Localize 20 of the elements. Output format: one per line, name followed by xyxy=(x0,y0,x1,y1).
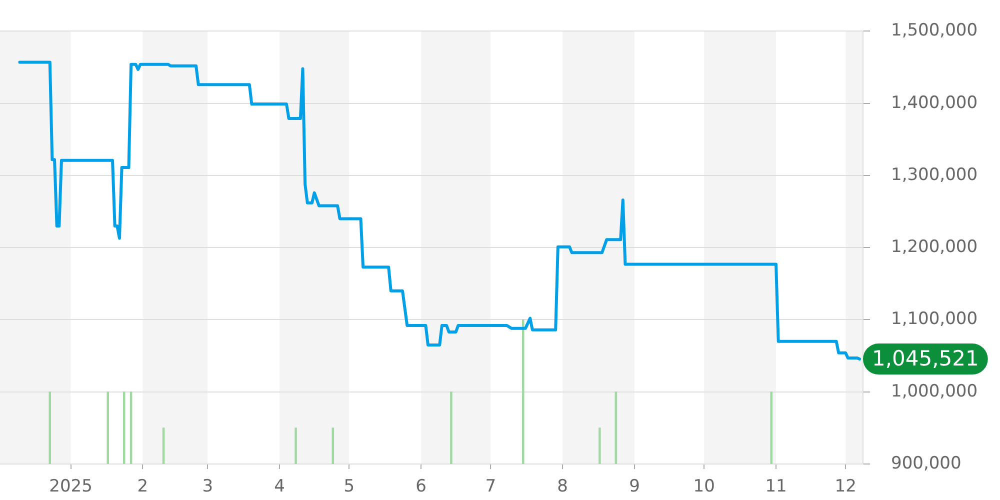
y-tick-label: 1,300,000 xyxy=(891,164,978,185)
x-tick-label: 8 xyxy=(557,476,568,497)
y-tick-label: 1,500,000 xyxy=(891,20,978,41)
y-tick-label: 1,100,000 xyxy=(891,309,978,330)
annotation: 1,045,521 xyxy=(872,346,979,370)
y-tick-label: 900,000 xyxy=(891,453,962,474)
x-tick-label: 11 xyxy=(765,476,787,497)
x-tick-label: 9 xyxy=(629,476,640,497)
x-tick-label: 12 xyxy=(834,476,856,497)
x-tick-label: 3 xyxy=(202,476,214,497)
x-tick-label: 7 xyxy=(485,476,496,497)
x-tick-label: 4 xyxy=(274,476,285,497)
y-tick-label: 1,200,000 xyxy=(891,237,978,258)
x-tick-label: 2 xyxy=(137,476,148,497)
x-tick-label: 6 xyxy=(416,476,426,497)
y-tick-label: 1,400,000 xyxy=(891,92,978,113)
x-tick-label: 5 xyxy=(344,476,355,497)
x-tick-label: 2025 xyxy=(49,476,92,497)
y-tick-label: 1,000,000 xyxy=(891,381,978,402)
x-tick-label: 10 xyxy=(693,476,715,497)
